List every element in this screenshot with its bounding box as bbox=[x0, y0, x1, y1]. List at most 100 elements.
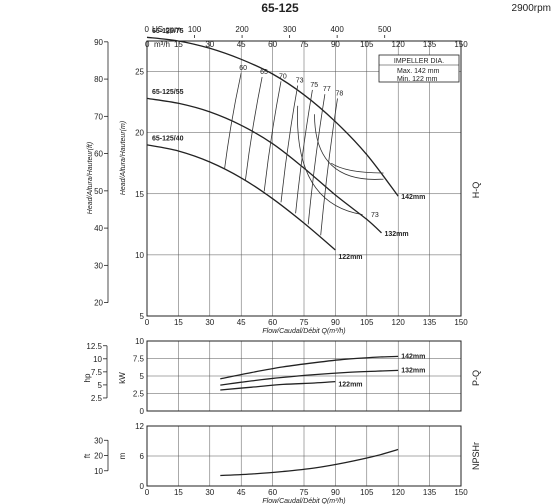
efficiency-iso-line bbox=[245, 77, 263, 181]
hq-flow-tick-label: 0 bbox=[145, 318, 150, 327]
efficiency-loop-inner bbox=[314, 114, 384, 180]
efficiency-loop-outer bbox=[297, 105, 363, 215]
hq-flow-tick-label: 45 bbox=[237, 318, 246, 327]
curves-layer bbox=[146, 36, 399, 477]
npsh-curve bbox=[220, 448, 399, 477]
npsh-flow-tick-label: 30 bbox=[205, 488, 214, 497]
flow-top-tick-label: 45 bbox=[237, 40, 246, 49]
head-m-tick-label: 5 bbox=[140, 312, 145, 321]
flow-top-tick-label: 60 bbox=[268, 40, 277, 49]
efficiency-iso-line bbox=[320, 98, 338, 236]
efficiency-label: 60 bbox=[239, 65, 247, 72]
impeller-box bbox=[378, 54, 460, 83]
pq-curve-132mm bbox=[220, 369, 399, 386]
head-ft-tick-label: 30 bbox=[94, 261, 103, 270]
hq-ylabel-ft: Head/Altura/Hauteur(ft) bbox=[87, 142, 94, 214]
grid-layer bbox=[103, 35, 462, 487]
hq-flow-tick-label: 135 bbox=[423, 318, 437, 327]
head-ft-tick-label: 40 bbox=[94, 224, 103, 233]
power-hp-tick-label: 12.5 bbox=[86, 342, 102, 351]
head-ft-tick-label: 20 bbox=[94, 299, 103, 308]
model-label: 65-125/75 bbox=[152, 28, 184, 35]
hq-flow-tick-label: 15 bbox=[174, 318, 183, 327]
flow-top-tick-label: 30 bbox=[205, 40, 214, 49]
flow-top-tick-label: 120 bbox=[392, 40, 406, 49]
hq-curve-label: 142mm bbox=[401, 194, 425, 201]
hq-ylabel-m: Head/Altura/Hauteur(m) bbox=[120, 121, 127, 195]
head-ft-tick-label: 90 bbox=[94, 38, 103, 47]
npsh-flow-tick-label: 0 bbox=[145, 488, 150, 497]
pq-curve-142mm bbox=[220, 355, 399, 380]
flow-top-tick-label: 75 bbox=[300, 40, 309, 49]
power-hp-tick-label: 7.5 bbox=[91, 368, 103, 377]
model-label: 65-125/40 bbox=[152, 136, 184, 143]
hq-curve-142mm bbox=[146, 36, 399, 197]
pq-curve-label: 132mm bbox=[401, 367, 425, 374]
power-hp-tick-label: 10 bbox=[93, 355, 102, 364]
npsh-ft-unit: ft bbox=[83, 453, 92, 458]
gpm-tick-label: 500 bbox=[378, 25, 392, 34]
npsh-flow-tick-label: 75 bbox=[300, 488, 309, 497]
hq-flow-tick-label: 30 bbox=[205, 318, 214, 327]
model-label: 65-125/55 bbox=[152, 89, 184, 96]
head-m-tick-label: 10 bbox=[135, 251, 144, 260]
gpm-tick-label: 400 bbox=[330, 25, 344, 34]
gpm-tick-label: 100 bbox=[188, 25, 202, 34]
flow-top-unit-label: m³/h bbox=[154, 40, 170, 49]
flow-top-tick-label: 105 bbox=[360, 40, 374, 49]
power-kw-tick-label: 2.5 bbox=[133, 390, 145, 399]
npsh-m-unit: m bbox=[118, 452, 127, 459]
pq-side-label: P-Q bbox=[471, 370, 481, 386]
hq-flow-tick-label: 150 bbox=[454, 318, 468, 327]
gpm-tick-label: 300 bbox=[283, 25, 297, 34]
gpm-unit-label: US gpm bbox=[152, 25, 181, 34]
flow-top-tick-label: 15 bbox=[174, 40, 183, 49]
head-ft-tick-label: 70 bbox=[94, 112, 103, 121]
npsh-flow-tick-label: 45 bbox=[237, 488, 246, 497]
npsh-flow-tick-label: 60 bbox=[268, 488, 277, 497]
efficiency-label: 75 bbox=[310, 82, 318, 89]
npsh-flow-tick-label: 150 bbox=[454, 488, 468, 497]
head-m-tick-label: 25 bbox=[135, 68, 144, 77]
efficiency-label: 78 bbox=[335, 90, 343, 97]
npsh-xlabel: Flow/Caudal/Débit Q(m³/h) bbox=[262, 498, 345, 504]
hq-flow-tick-label: 75 bbox=[300, 318, 309, 327]
speed-label: 2900rpm bbox=[512, 3, 551, 14]
npsh-ft-tick-label: 20 bbox=[94, 452, 103, 461]
efficiency-loop-core bbox=[330, 162, 384, 174]
hq-flow-tick-label: 90 bbox=[331, 318, 340, 327]
npsh-ft-tick-label: 10 bbox=[94, 467, 103, 476]
head-ft-tick-label: 80 bbox=[94, 75, 103, 84]
power-kw-tick-label: 5 bbox=[140, 372, 145, 381]
efficiency-label: 73 bbox=[296, 78, 304, 85]
hq-curve-label: 132mm bbox=[384, 231, 408, 238]
npsh-flow-tick-label: 105 bbox=[360, 488, 374, 497]
flow-top-tick-label: 135 bbox=[423, 40, 437, 49]
gpm-tick-label: 200 bbox=[235, 25, 249, 34]
npsh-flow-tick-label: 15 bbox=[174, 488, 183, 497]
head-m-tick-label: 15 bbox=[135, 190, 144, 199]
npsh-ft-tick-label: 30 bbox=[94, 436, 103, 445]
npsh-side-label: NPSHr bbox=[471, 442, 481, 470]
hq-side-label: H-Q bbox=[471, 182, 481, 199]
head-ft-tick-label: 60 bbox=[94, 150, 103, 159]
flow-top-tick-label: 90 bbox=[331, 40, 340, 49]
npsh-m-tick-label: 6 bbox=[140, 452, 145, 461]
hq-frame bbox=[146, 40, 462, 317]
impeller-box-min: Min. 122 mm bbox=[397, 76, 438, 83]
efficiency-iso-line bbox=[224, 72, 242, 170]
npsh-m-tick-label: 0 bbox=[140, 482, 145, 491]
impeller-box-max: Max. 142 mm bbox=[397, 68, 440, 75]
impeller-box-title: IMPELLER DIA. bbox=[394, 58, 444, 65]
hq-xlabel: Flow/Caudal/Débit Q(m³/h) bbox=[262, 328, 345, 335]
hq-curve-label: 122mm bbox=[338, 254, 362, 261]
efficiency-label: 73 bbox=[371, 212, 379, 219]
head-ft-tick-label: 50 bbox=[94, 187, 103, 196]
hq-flow-tick-label: 120 bbox=[392, 318, 406, 327]
efficiency-iso-line bbox=[307, 94, 326, 225]
pq-curve-label: 122mm bbox=[338, 382, 362, 389]
npsh-m-tick-label: 12 bbox=[135, 422, 144, 431]
pq-frame bbox=[146, 340, 462, 412]
